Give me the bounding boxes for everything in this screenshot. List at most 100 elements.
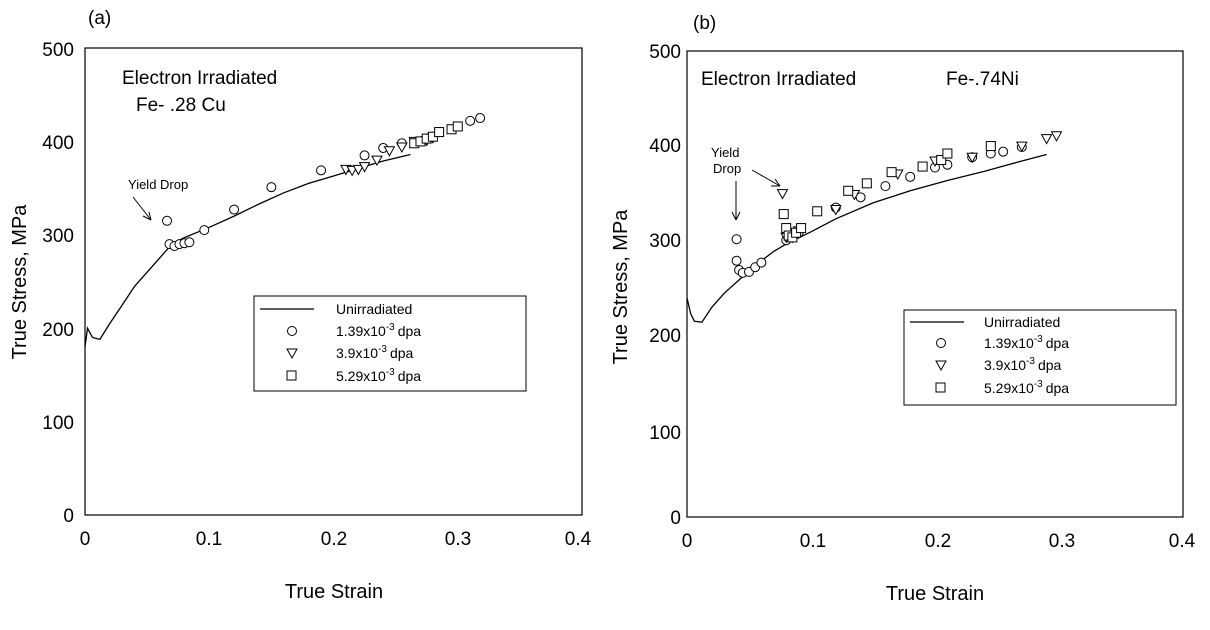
annotation-drop-b: Drop <box>713 161 741 176</box>
data-point-square <box>812 206 823 217</box>
data-point-triangle <box>352 164 365 176</box>
xtick-label: 0.3 <box>1049 531 1075 552</box>
data-point-square <box>796 223 807 234</box>
legend-label: Unirradiated <box>336 301 412 317</box>
ytick-label: 0 <box>63 506 74 527</box>
legend-label: Unirradiated <box>984 314 1060 330</box>
data-point-triangle <box>829 204 842 216</box>
data-point-circle <box>905 171 916 182</box>
x-axis-b: 0 0.1 0.2 0.3 0.4 <box>682 531 1196 552</box>
annotation-title-a: Electron Irradiated <box>122 68 277 89</box>
y-axis-b: 0 100 200 300 400 500 <box>649 42 681 529</box>
data-marks-b <box>686 131 1063 323</box>
legend-label: 1.39x10-3 dpa <box>984 334 1069 351</box>
yield-arrow-b-1 <box>731 181 741 221</box>
data-point-circle <box>731 234 742 245</box>
legend-circle-marker <box>287 326 297 336</box>
annotation-title-b: Electron Irradiated <box>701 69 856 90</box>
xtick-label: 0.2 <box>925 531 951 552</box>
y-axis-label-a: True Stress, MPa <box>9 204 31 360</box>
data-point-circle <box>199 225 210 236</box>
data-point-circle <box>162 215 173 226</box>
data-point-triangle <box>1040 134 1053 145</box>
legend-a: Unirradiated 1.39x10-3 dpa 3.9x10-3 dpa 5.… <box>253 295 527 392</box>
legend-circle-marker <box>936 338 946 348</box>
data-point-circle <box>266 182 277 193</box>
y-axis-a: 0 100 200 300 400 500 <box>42 40 74 527</box>
yield-arrow-b-2 <box>751 169 781 187</box>
ytick-label: 0 <box>670 508 681 529</box>
data-point-circle <box>184 237 195 248</box>
ytick-label: 200 <box>649 326 681 347</box>
data-point-circle <box>229 204 240 215</box>
ytick-label: 100 <box>42 413 74 434</box>
x-axis-label-a: True Strain <box>285 581 383 603</box>
legend-label: 5.29x10-3 dpa <box>984 379 1069 396</box>
data-point-square <box>843 185 854 196</box>
xtick-label: 0.3 <box>445 529 471 550</box>
data-point-triangle <box>371 155 383 167</box>
legend-square-marker <box>286 370 297 381</box>
ytick-label: 300 <box>649 231 681 252</box>
plot-frame-a <box>84 47 583 516</box>
yield-arrow-a <box>132 196 152 221</box>
data-point-triangle <box>1015 141 1028 153</box>
xtick-label: 0.4 <box>565 529 592 550</box>
data-point-triangle <box>966 152 979 164</box>
ytick-label: 300 <box>42 226 74 247</box>
xtick-label: 0 <box>80 529 91 550</box>
ytick-label: 400 <box>649 136 681 157</box>
data-marks-a <box>84 113 486 347</box>
ytick-label: 400 <box>42 133 74 154</box>
data-point-square <box>434 127 445 138</box>
data-point-triangle <box>383 146 396 157</box>
data-point-square <box>861 178 872 189</box>
annotation-yield-drop-a: Yield Drop <box>128 177 188 192</box>
legend-label: 3.9x10-3 dpa <box>984 356 1062 373</box>
xtick-label: 0.1 <box>800 531 826 552</box>
legend-b: Unirradiated 1.39x10-3 dpa 3.9x10-3 dpa 5.… <box>903 309 1177 406</box>
x-axis-a: 0 0.1 0.2 0.3 0.4 <box>80 529 592 550</box>
data-point-triangle <box>776 189 789 200</box>
data-point-circle <box>756 257 767 268</box>
panel-b: (b) 0 100 200 300 400 500 0 0.1 0.2 0.3 … <box>610 13 1196 605</box>
data-point-square <box>886 167 897 178</box>
ytick-label: 500 <box>649 42 681 63</box>
ytick-label: 500 <box>42 40 74 61</box>
x-axis-label-b: True Strain <box>886 583 984 605</box>
plot-frame-b <box>686 50 1184 518</box>
legend-label: 1.39x10-3 dpa <box>336 322 421 339</box>
ytick-label: 100 <box>649 423 681 444</box>
panel-label-b: (b) <box>693 13 716 34</box>
data-point-square <box>942 148 953 159</box>
data-point-square <box>452 121 463 132</box>
legend-label: 3.9x10-3 dpa <box>336 344 414 361</box>
ytick-label: 200 <box>42 320 74 341</box>
annotation-material-a: Fe- .28 Cu <box>136 95 226 116</box>
series-line-unirradiated <box>686 153 1047 323</box>
xtick-label: 0.1 <box>196 529 222 550</box>
annotation-material-b: Fe-.74Ni <box>946 69 1019 90</box>
legend-square-marker <box>935 382 946 393</box>
panel-label-a: (a) <box>88 8 111 29</box>
data-point-circle <box>731 255 742 266</box>
legend-triangle-marker <box>286 348 298 360</box>
data-point-circle <box>475 113 486 124</box>
y-axis-label-b: True Stress, MPa <box>610 209 632 365</box>
annotation-yield-b: Yield <box>711 145 739 160</box>
data-point-square <box>985 141 996 152</box>
data-point-square <box>917 161 928 172</box>
data-point-triangle <box>1050 131 1063 142</box>
xtick-label: 0.4 <box>1169 531 1196 552</box>
xtick-label: 0.2 <box>321 529 347 550</box>
xtick-label: 0 <box>682 531 693 552</box>
data-point-circle <box>998 146 1009 157</box>
data-point-triangle <box>358 162 371 173</box>
legend-triangle-marker <box>935 360 947 372</box>
panel-a: (a) 0 100 200 300 400 500 0 0.1 0.2 0.3 … <box>9 8 592 603</box>
data-point-circle <box>465 115 476 126</box>
legend-label: 5.29x10-3 dpa <box>336 367 421 384</box>
data-point-square <box>936 155 947 166</box>
data-point-circle <box>316 165 327 176</box>
